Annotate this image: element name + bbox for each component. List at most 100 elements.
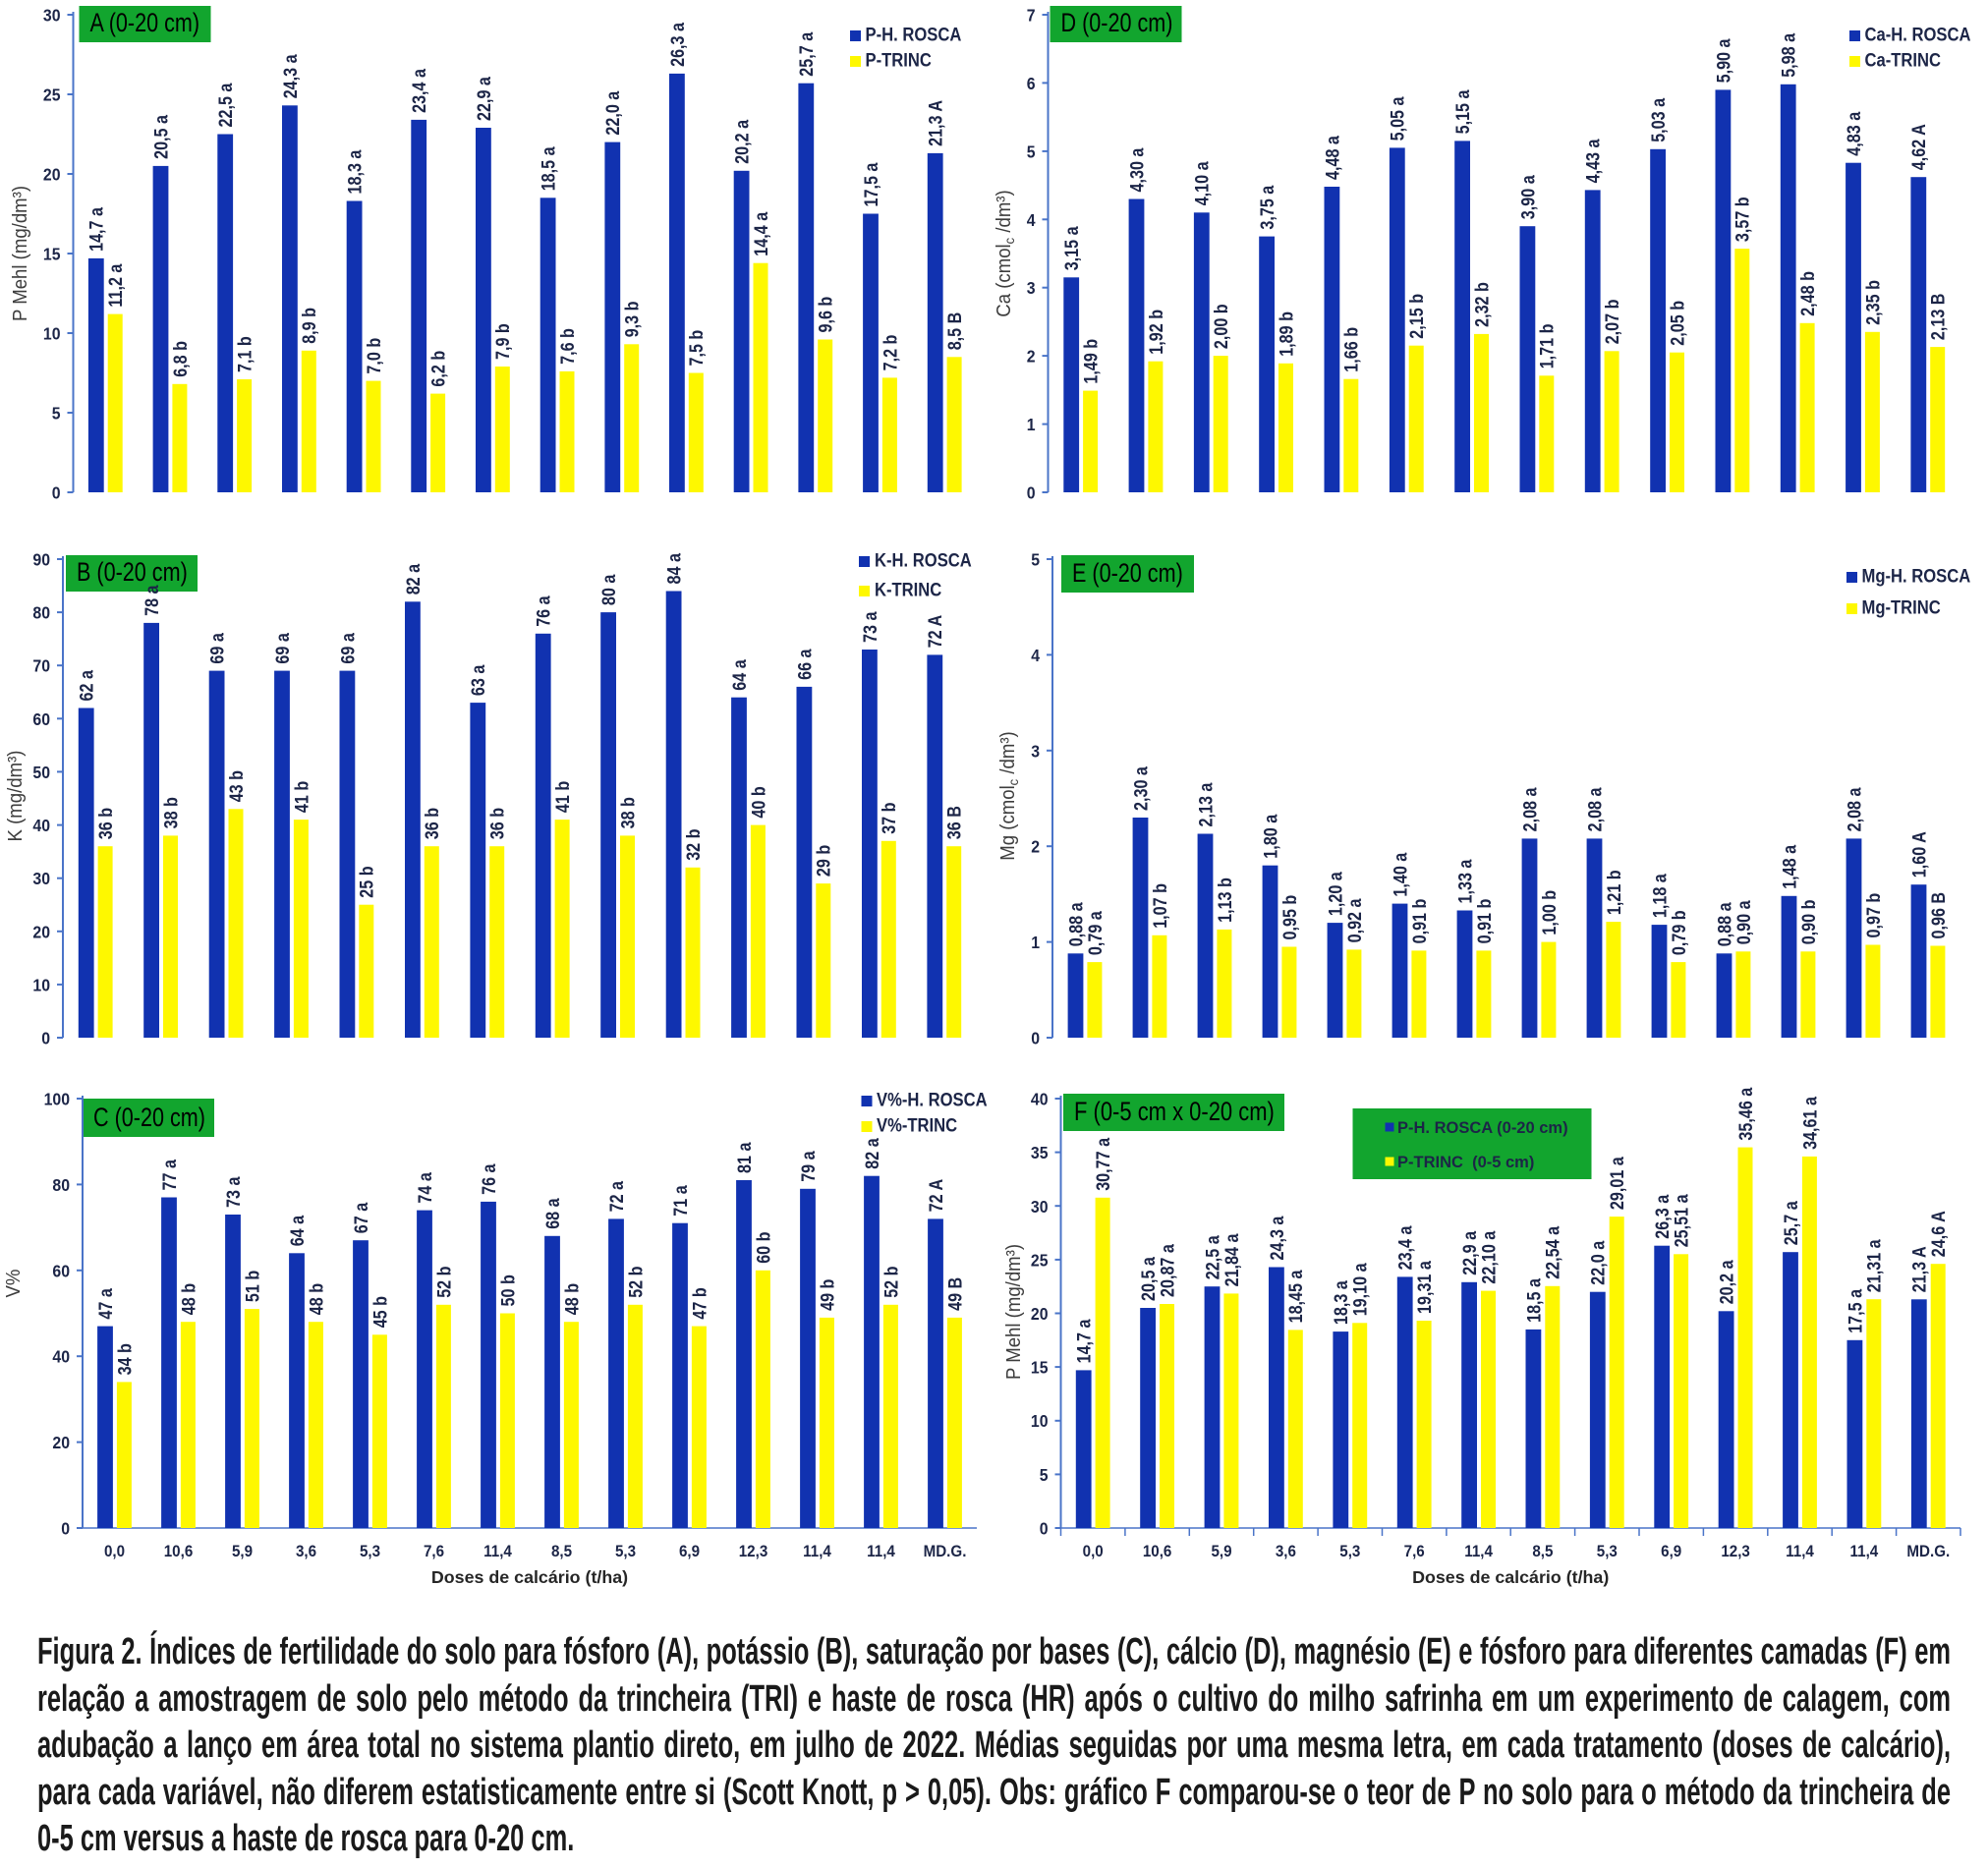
svg-text:81 a: 81 a <box>734 1142 756 1173</box>
svg-text:15: 15 <box>43 245 61 264</box>
svg-text:71 a: 71 a <box>670 1185 692 1217</box>
svg-text:11,4: 11,4 <box>867 1543 895 1560</box>
svg-text:10,6: 10,6 <box>164 1543 194 1560</box>
svg-text:2,30 a: 2,30 a <box>1130 766 1152 811</box>
svg-text:P-H. ROSCA (0-20 cm): P-H. ROSCA (0-20 cm) <box>1397 1119 1568 1137</box>
svg-text:100: 100 <box>44 1090 70 1109</box>
svg-text:P Mehl (mg/dm³): P Mehl (mg/dm³) <box>1003 1244 1025 1380</box>
svg-text:50: 50 <box>32 763 50 782</box>
svg-text:78 a: 78 a <box>142 585 163 616</box>
svg-text:22,9 a: 22,9 a <box>474 77 495 121</box>
svg-text:7,5 b: 7,5 b <box>686 329 708 366</box>
svg-text:25,51 a: 25,51 a <box>1671 1194 1692 1247</box>
svg-text:2,15 b: 2,15 b <box>1406 294 1428 339</box>
svg-text:3,90 a: 3,90 a <box>1517 175 1539 219</box>
svg-text:1,66 b: 1,66 b <box>1340 327 1362 372</box>
svg-text:60 b: 60 b <box>753 1231 774 1264</box>
svg-text:20,2 a: 20,2 a <box>731 120 753 164</box>
svg-text:Mg-H. ROSCA: Mg-H. ROSCA <box>1862 565 1971 586</box>
svg-text:60: 60 <box>52 1261 70 1280</box>
svg-text:11,4: 11,4 <box>1464 1543 1493 1560</box>
svg-text:18,5 a: 18,5 a <box>1523 1278 1545 1323</box>
svg-text:V%: V% <box>3 1270 25 1298</box>
svg-text:11,4: 11,4 <box>1850 1543 1879 1560</box>
svg-text:V%-TRINC: V%-TRINC <box>877 1114 957 1135</box>
svg-text:7,2 b: 7,2 b <box>880 334 901 370</box>
svg-text:64 a: 64 a <box>729 659 751 691</box>
svg-text:25: 25 <box>1031 1250 1049 1270</box>
svg-text:4,10 a: 4,10 a <box>1191 161 1213 205</box>
svg-text:14,4 a: 14,4 a <box>751 212 772 256</box>
svg-text:72 A: 72 A <box>926 1179 947 1213</box>
svg-text:4: 4 <box>1027 210 1036 230</box>
svg-text:52 b: 52 b <box>880 1266 902 1298</box>
svg-text:79 a: 79 a <box>798 1151 820 1182</box>
svg-text:2,07 b: 2,07 b <box>1602 299 1623 344</box>
svg-text:29 b: 29 b <box>813 845 834 878</box>
svg-text:22,5 a: 22,5 a <box>215 83 237 127</box>
svg-text:21,3 A: 21,3 A <box>925 100 946 146</box>
svg-text:0,79 b: 0,79 b <box>1669 910 1690 955</box>
svg-text:22,9 a: 22,9 a <box>1459 1231 1481 1275</box>
svg-text:7,6: 7,6 <box>424 1543 444 1560</box>
svg-text:20,5 a: 20,5 a <box>1138 1257 1160 1301</box>
svg-text:84 a: 84 a <box>663 553 685 585</box>
svg-text:40: 40 <box>1031 1090 1049 1109</box>
svg-text:3,75 a: 3,75 a <box>1257 186 1278 230</box>
svg-text:20,2 a: 20,2 a <box>1716 1260 1737 1304</box>
svg-text:20,5 a: 20,5 a <box>150 115 172 159</box>
svg-text:30: 30 <box>32 869 50 888</box>
svg-text:20: 20 <box>52 1433 70 1452</box>
svg-text:11,2 a: 11,2 a <box>105 263 127 307</box>
svg-text:1,71 b: 1,71 b <box>1536 323 1558 368</box>
svg-text:45 b: 45 b <box>369 1296 391 1329</box>
svg-text:51 b: 51 b <box>242 1271 263 1303</box>
svg-text:7: 7 <box>1027 6 1036 26</box>
svg-text:12,3: 12,3 <box>739 1543 768 1560</box>
svg-text:48 b: 48 b <box>178 1283 199 1316</box>
svg-text:12,3: 12,3 <box>1721 1543 1750 1560</box>
svg-text:69 a: 69 a <box>272 633 294 664</box>
svg-text:2,08 a: 2,08 a <box>1844 787 1865 831</box>
svg-text:1,60 A: 1,60 A <box>1908 831 1930 878</box>
svg-text:1: 1 <box>1031 933 1040 952</box>
svg-text:70: 70 <box>32 656 50 676</box>
svg-text:48 b: 48 b <box>306 1283 327 1316</box>
svg-text:0,0: 0,0 <box>1083 1543 1104 1560</box>
svg-text:0: 0 <box>1040 1519 1049 1539</box>
svg-text:7,9 b: 7,9 b <box>492 323 514 360</box>
svg-text:7,6: 7,6 <box>1404 1543 1425 1560</box>
svg-text:25: 25 <box>43 85 61 105</box>
svg-text:5,90 a: 5,90 a <box>1713 38 1734 83</box>
svg-text:82 a: 82 a <box>862 1138 883 1169</box>
svg-text:P Mehl (mg/dm³): P Mehl (mg/dm³) <box>10 186 31 321</box>
svg-text:1,00 b: 1,00 b <box>1539 890 1561 935</box>
svg-text:7,1 b: 7,1 b <box>234 336 256 372</box>
svg-text:21,84 a: 21,84 a <box>1221 1233 1243 1286</box>
svg-text:4,62 A: 4,62 A <box>1908 124 1930 170</box>
svg-text:0: 0 <box>1031 1029 1040 1048</box>
svg-text:80 a: 80 a <box>598 574 620 605</box>
svg-text:20: 20 <box>32 922 50 941</box>
svg-text:2: 2 <box>1031 837 1040 857</box>
svg-text:52 b: 52 b <box>625 1266 647 1298</box>
svg-text:20,87 a: 20,87 a <box>1157 1244 1178 1297</box>
svg-text:82 a: 82 a <box>403 564 425 595</box>
svg-text:5,9: 5,9 <box>232 1543 253 1560</box>
svg-text:0,95 b: 0,95 b <box>1279 895 1301 940</box>
svg-text:1: 1 <box>1027 415 1036 434</box>
svg-text:10,6: 10,6 <box>1143 1543 1172 1560</box>
svg-text:MD.G.: MD.G. <box>1906 1543 1950 1560</box>
svg-text:73 a: 73 a <box>860 611 881 643</box>
svg-text:18,5 a: 18,5 a <box>538 146 559 191</box>
svg-text:17,5 a: 17,5 a <box>861 162 882 206</box>
svg-text:68 a: 68 a <box>542 1198 564 1229</box>
svg-text:77 a: 77 a <box>159 1160 181 1191</box>
svg-text:64 a: 64 a <box>287 1216 309 1247</box>
svg-text:19,31 a: 19,31 a <box>1414 1261 1436 1314</box>
svg-text:Doses de calcário (t/ha): Doses de calcário (t/ha) <box>1412 1567 1609 1587</box>
svg-text:4,30 a: 4,30 a <box>1126 147 1148 192</box>
svg-text:36 b: 36 b <box>95 808 117 840</box>
svg-text:0: 0 <box>1027 483 1036 503</box>
svg-text:22,5 a: 22,5 a <box>1202 1235 1223 1279</box>
